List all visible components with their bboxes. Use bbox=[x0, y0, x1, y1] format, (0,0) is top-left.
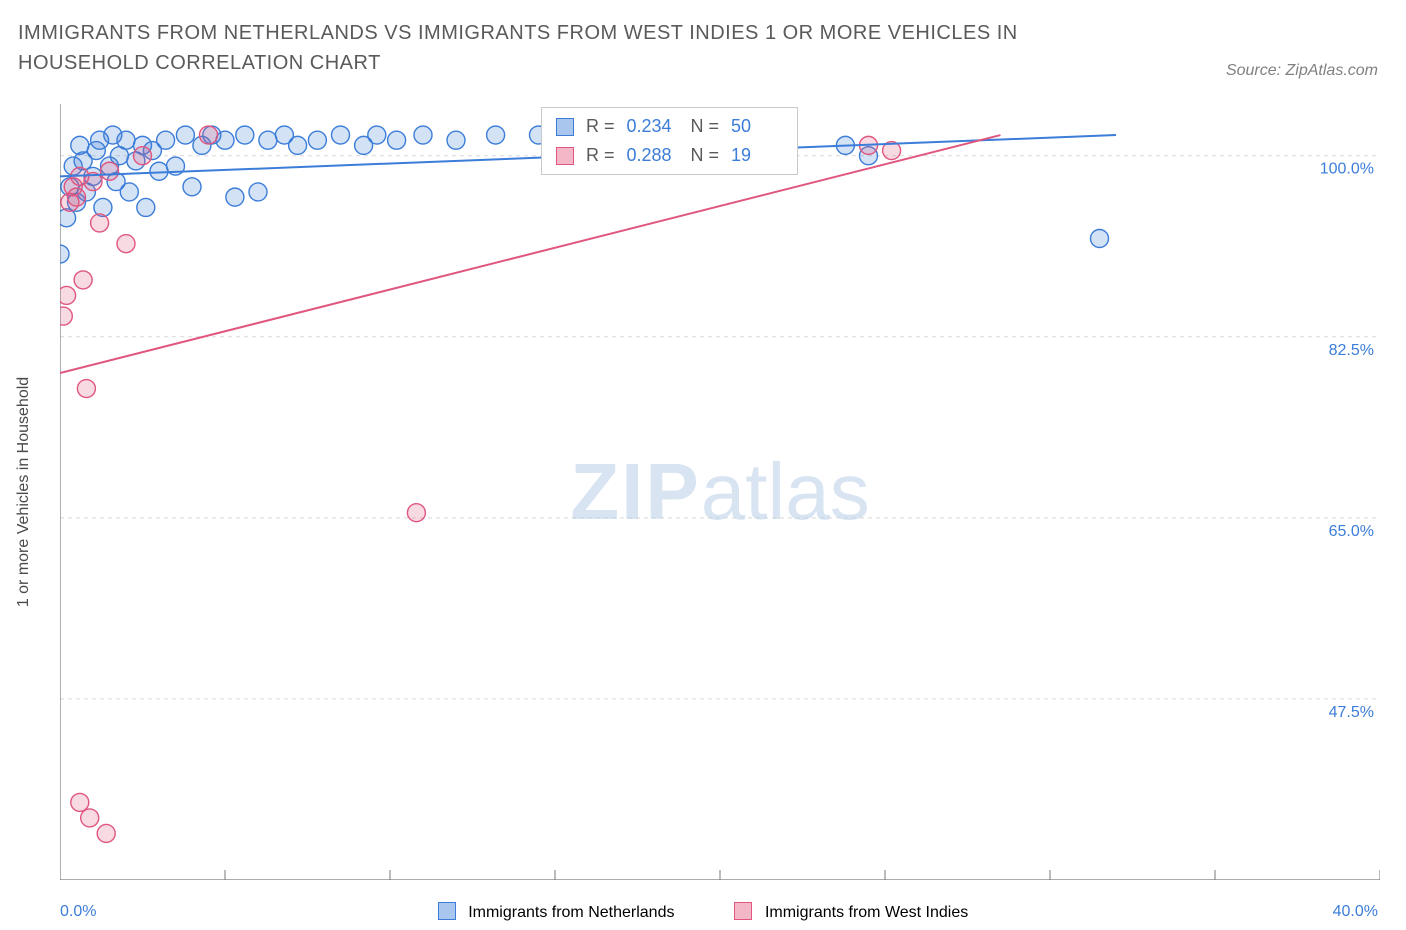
legend-label-1: Immigrants from Netherlands bbox=[468, 904, 674, 921]
legend-series-1: Immigrants from Netherlands bbox=[438, 902, 675, 922]
bottom-legend: 0.0% Immigrants from Netherlands Immigra… bbox=[0, 894, 1406, 930]
correlation-stats-box: R =0.234N =50R =0.288N =19 bbox=[541, 107, 798, 175]
x-axis-max-label: 40.0% bbox=[1333, 903, 1378, 921]
legend-label-2: Immigrants from West Indies bbox=[765, 904, 968, 921]
svg-text:65.0%: 65.0% bbox=[1329, 523, 1374, 540]
stats-row: R =0.288N =19 bbox=[542, 141, 797, 170]
source-attribution: Source: ZipAtlas.com bbox=[1226, 62, 1378, 80]
chart-canvas: 47.5% 65.0% 82.5% 100.0% bbox=[60, 104, 1380, 880]
scatter-plot: 47.5%65.0%82.5%100.0% ZIPatlas R =0.234N… bbox=[60, 104, 1380, 880]
svg-text:82.5%: 82.5% bbox=[1329, 342, 1374, 359]
legend-series-2: Immigrants from West Indies bbox=[734, 902, 968, 922]
chart-title: IMMIGRANTS FROM NETHERLANDS VS IMMIGRANT… bbox=[18, 18, 1118, 78]
y-axis-label: 1 or more Vehicles in Household bbox=[14, 104, 34, 880]
legend-swatch-2 bbox=[734, 902, 752, 920]
legend-swatch-1 bbox=[438, 902, 456, 920]
svg-text:47.5%: 47.5% bbox=[1329, 704, 1374, 721]
svg-text:100.0%: 100.0% bbox=[1320, 161, 1374, 178]
stats-row: R =0.234N =50 bbox=[542, 112, 797, 141]
